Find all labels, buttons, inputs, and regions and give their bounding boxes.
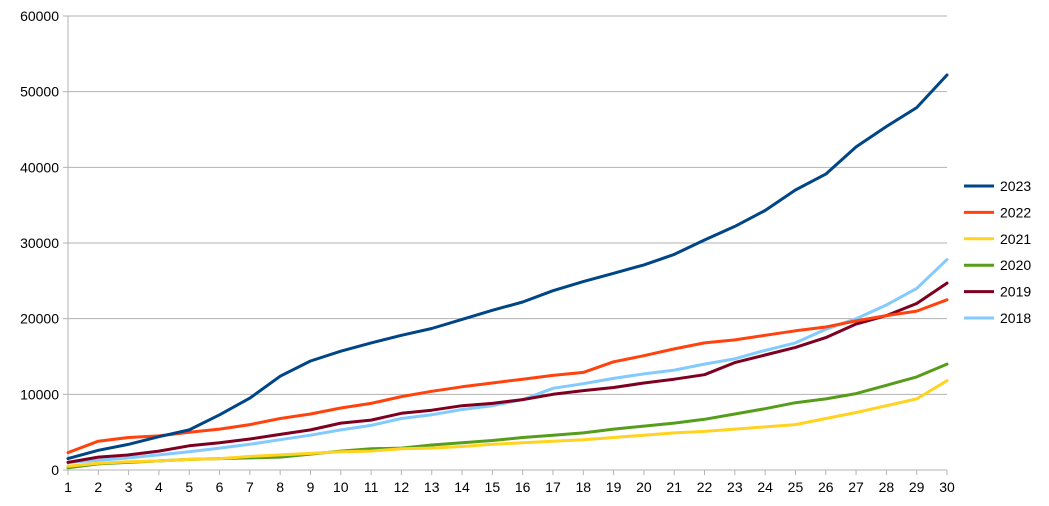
x-tick-label: 27 [848,479,864,495]
x-tick-label: 8 [276,479,284,495]
legend-item-2023: 2023 [964,178,1031,194]
x-tick-labels: 1 2 3 4 5 6 7 8 9 10 11 12 13 14 15 16 17 18 19 20 21 22 23 24 2… [64,479,955,495]
x-tick-label: 28 [879,479,895,495]
x-tick-label: 25 [788,479,804,495]
y-tick-label: 0 [51,462,59,478]
legend: 2023 2022 2021 2020 2019 2018 [964,178,1031,326]
x-tick-label: 22 [697,479,713,495]
legend-label: 2023 [1000,178,1031,194]
x-tick-label: 7 [246,479,254,495]
y-tick-label: 20000 [20,311,59,327]
x-tick-label: 19 [606,479,622,495]
series-line-2023 [66,73,949,461]
series-line-2019 [66,281,949,464]
x-tick-label: 9 [307,479,315,495]
gridlines [68,15,947,395]
x-tick-label: 16 [515,479,531,495]
x-tick-label: 12 [394,479,410,495]
legend-item-2022: 2022 [964,204,1031,220]
y-tick-label: 40000 [20,159,59,175]
x-tick-label: 14 [454,479,470,495]
y-tick-labels: 0 10000 20000 30000 40000 50000 60000 [20,8,59,478]
y-tick-label: 10000 [20,386,59,402]
legend-label: 2018 [1000,310,1031,326]
x-tick-label: 30 [939,479,955,495]
x-tick-label: 5 [185,479,193,495]
x-tick-label: 1 [64,479,72,495]
y-tick-label: 50000 [20,84,59,100]
x-tick-label: 11 [364,479,379,495]
legend-item-2020: 2020 [964,257,1031,273]
x-tick-label: 20 [636,479,652,495]
x-tick-label: 17 [545,479,561,495]
x-tick-label: 3 [125,479,133,495]
legend-label: 2020 [1000,257,1031,273]
series-line-2021 [66,379,949,468]
axes [63,15,948,475]
x-tick-label: 2 [94,479,102,495]
x-tick-label: 15 [485,479,501,495]
x-tick-label: 10 [333,479,349,495]
x-tick-label: 29 [909,479,925,495]
series-lines [66,73,949,470]
x-tick-label: 4 [155,479,163,495]
y-tick-label: 30000 [20,235,59,251]
legend-label: 2022 [1000,204,1031,220]
x-tick-label: 26 [818,479,834,495]
legend-item-2021: 2021 [964,231,1031,247]
legend-label: 2021 [1000,231,1031,247]
x-tick-label: 23 [727,479,743,495]
legend-item-2019: 2019 [964,284,1031,300]
x-tick-label: 18 [575,479,591,495]
y-tick-label: 60000 [20,8,59,24]
x-tick-label: 13 [424,479,440,495]
legend-item-2018: 2018 [964,310,1031,326]
x-tick-label: 6 [216,479,224,495]
series-line-2022 [66,298,949,455]
x-tick-label: 24 [757,479,773,495]
legend-label: 2019 [1000,284,1031,300]
x-tick-label: 21 [666,479,682,495]
